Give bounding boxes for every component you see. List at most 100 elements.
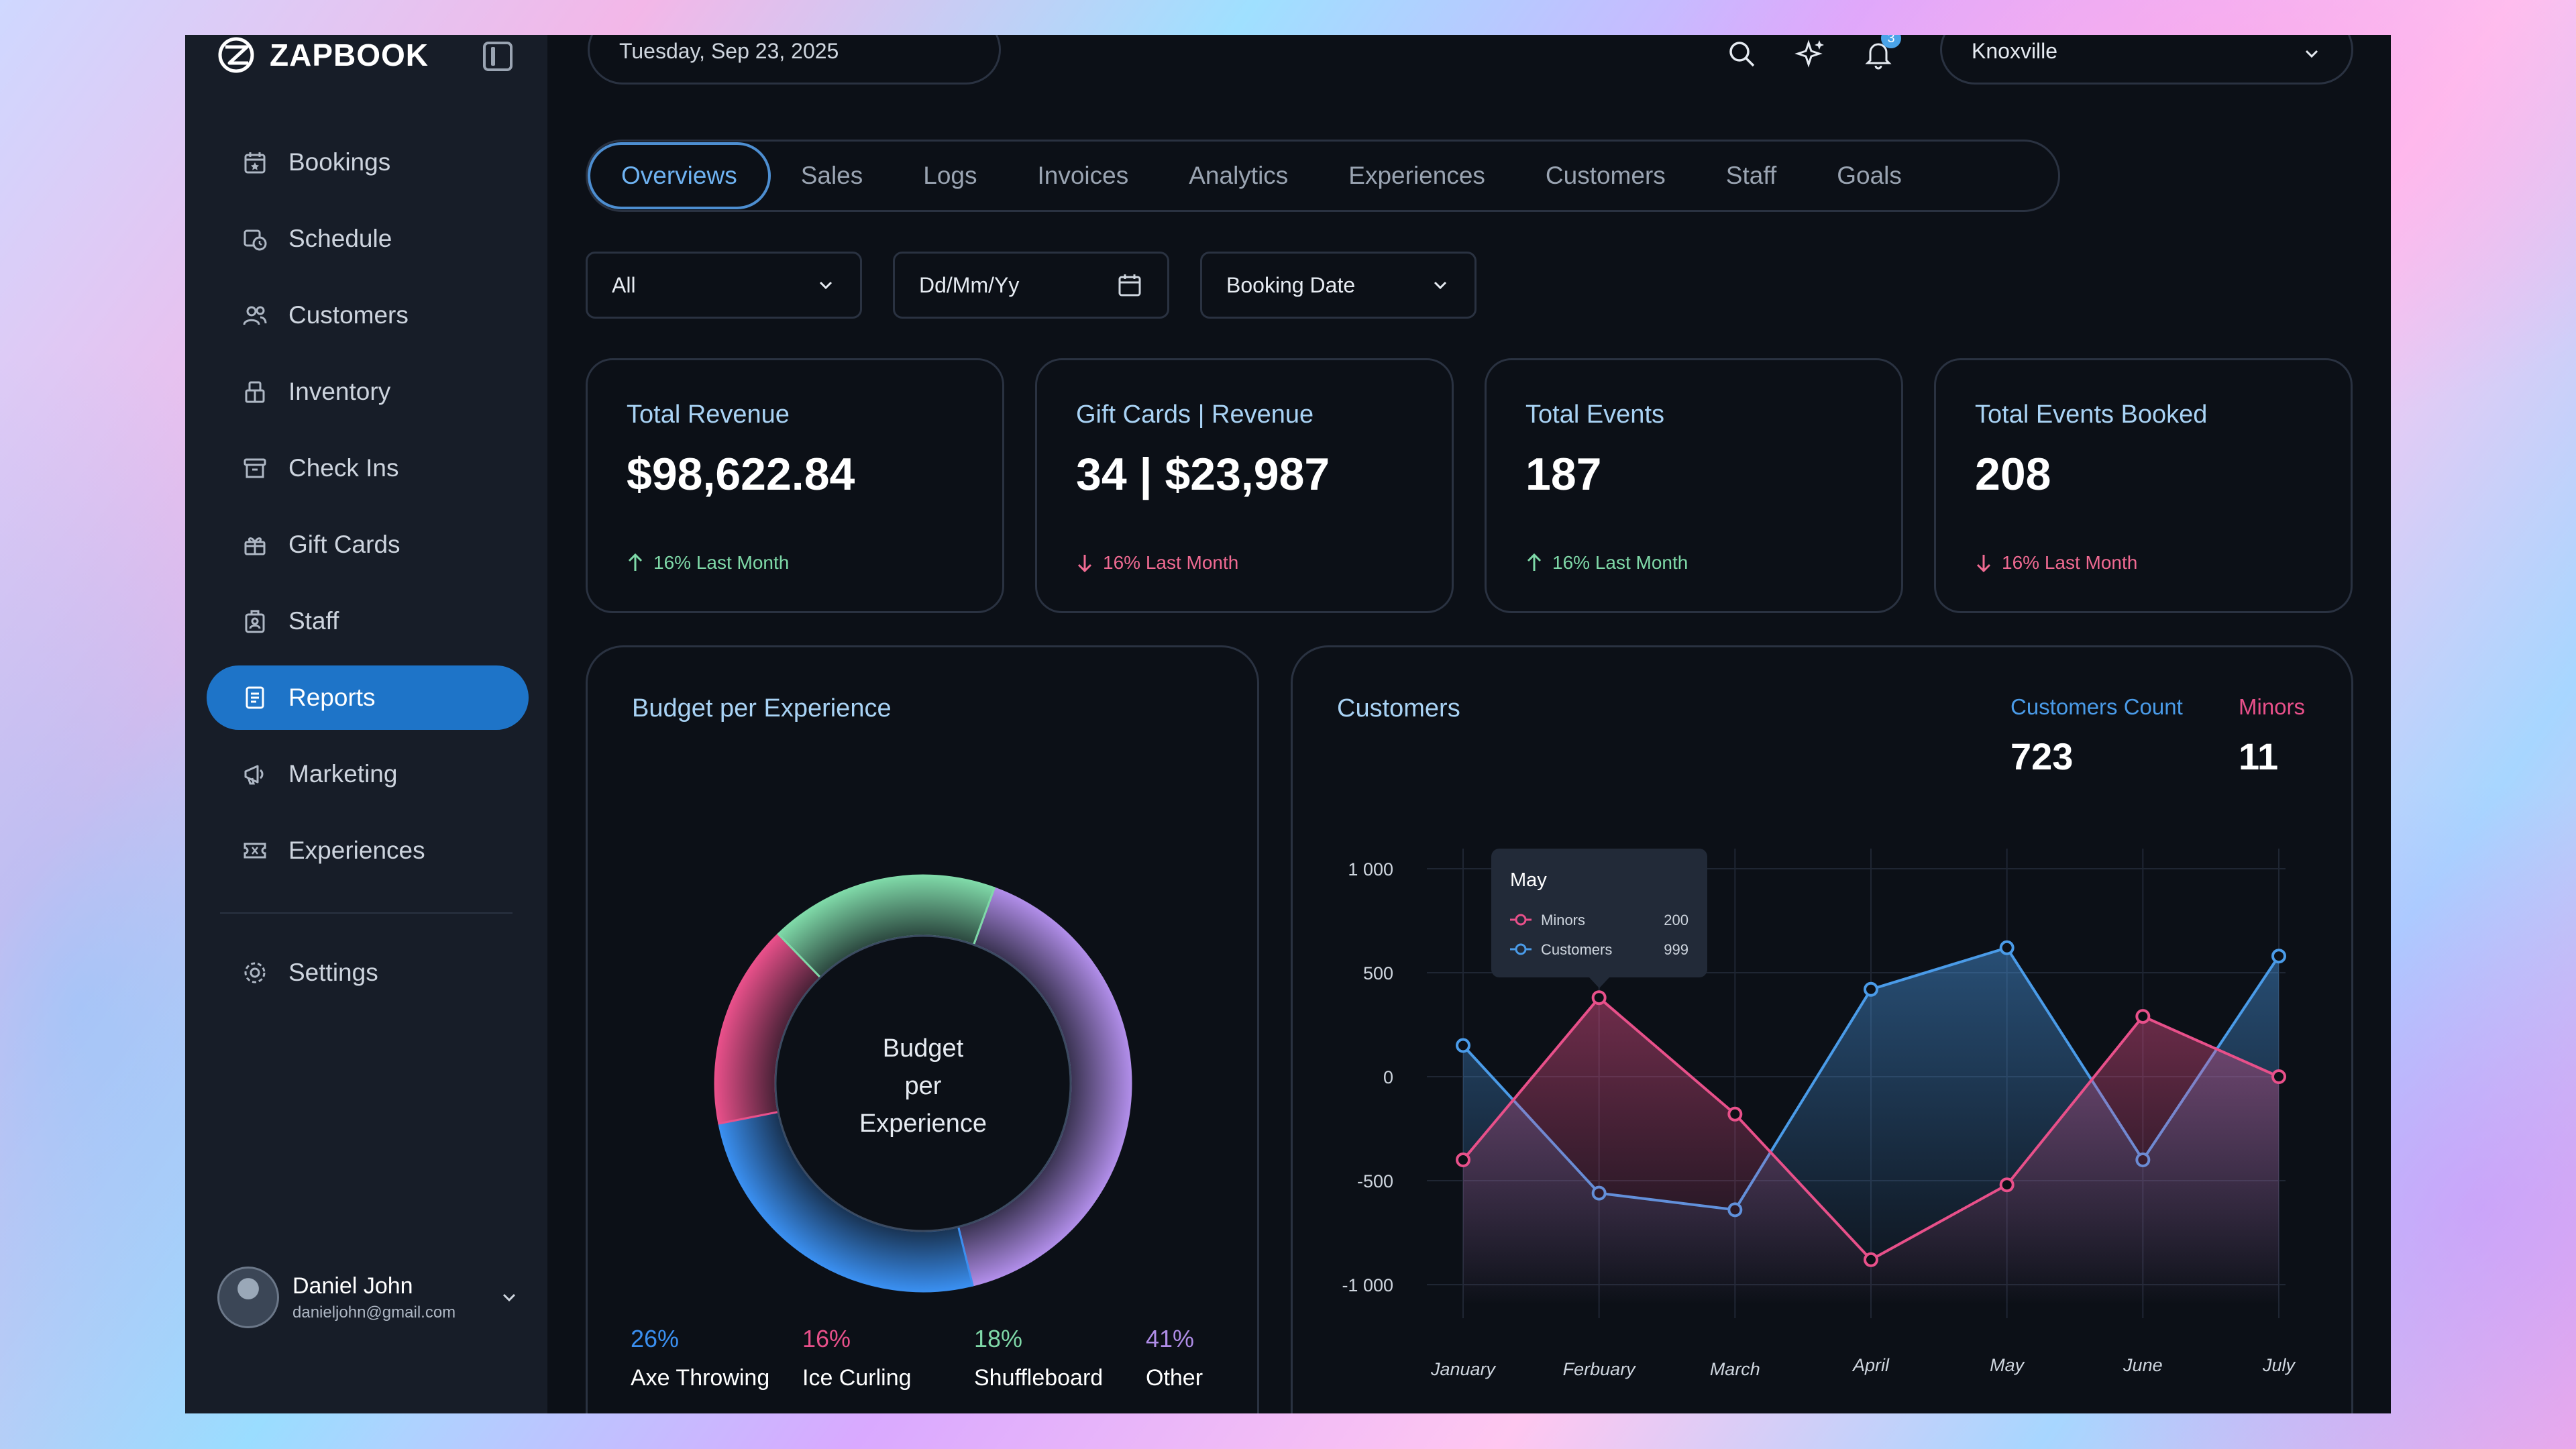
tooltip-swatch-dot xyxy=(1515,943,1527,955)
x-tick-label: June xyxy=(2123,1355,2163,1375)
search-icon[interactable] xyxy=(1725,38,1758,70)
date-text: Tuesday, Sep 23, 2025 xyxy=(619,39,839,63)
legend-item-ice-curling: 16% Ice Curling xyxy=(802,1325,974,1391)
sidebar-item-label: Marketing xyxy=(288,760,398,788)
sidebar-item-experiences[interactable]: Experiences xyxy=(207,818,529,883)
legend-item-axe-throwing: 26% Axe Throwing xyxy=(631,1325,802,1391)
avatar xyxy=(217,1267,279,1328)
tab-invoices[interactable]: Invoices xyxy=(1037,162,1129,189)
donut-center-label: Experience xyxy=(859,1110,987,1138)
sidebar-item-schedule[interactable]: Schedule xyxy=(207,207,529,271)
data-point-customers[interactable] xyxy=(1864,981,1878,997)
data-point-minors[interactable] xyxy=(1999,1177,2015,1193)
sidebar-item-marketing[interactable]: Marketing xyxy=(207,742,529,806)
tab-staff[interactable]: Staff xyxy=(1725,162,1777,189)
sidebar-item-settings[interactable]: Settings xyxy=(207,941,529,1005)
zapbook-logo-icon xyxy=(218,37,254,73)
report-tabs: Overviews Sales Logs Invoices Analytics Exper… xyxy=(586,140,2060,212)
budget-title: Budget per Experience xyxy=(632,694,892,722)
legend-label: Other xyxy=(1146,1365,1203,1391)
bell-icon xyxy=(1865,43,1892,70)
kpi-trend: 16% Last Month xyxy=(1975,552,2137,574)
sidebar-item-inventory[interactable]: Inventory xyxy=(207,360,529,424)
y-tick-label: -500 xyxy=(1357,1171,1393,1191)
megaphone-icon xyxy=(241,761,268,788)
location-select[interactable]: Knoxville xyxy=(1940,35,2353,85)
tab-overviews[interactable]: Overviews xyxy=(588,142,771,209)
data-point-minors[interactable] xyxy=(1591,990,1607,1006)
date-display[interactable]: Tuesday, Sep 23, 2025 xyxy=(588,35,1001,85)
scope-value: All xyxy=(612,272,636,297)
minors-label: Minors xyxy=(2239,694,2306,719)
notification-bell[interactable]: 3 xyxy=(1862,35,1901,70)
sidebar-item-label: Check Ins xyxy=(288,454,399,482)
sidebar-item-gift-cards[interactable]: Gift Cards xyxy=(207,513,529,577)
sidebar-item-staff[interactable]: Staff xyxy=(207,589,529,653)
sidebar-item-customers[interactable]: Customers xyxy=(207,283,529,347)
tab-logs[interactable]: Logs xyxy=(923,162,977,189)
legend-pct: 16% xyxy=(802,1325,851,1352)
data-point-minors[interactable] xyxy=(2271,1069,2286,1084)
arrow-up-icon xyxy=(1527,553,1542,571)
budget-donut-chart: Budget per Experience xyxy=(714,874,1132,1293)
user-name: Daniel John xyxy=(292,1273,413,1299)
calendar-icon[interactable] xyxy=(1116,272,1143,299)
kpi-title: Gift Cards | Revenue xyxy=(1076,400,1314,429)
sort-value: Booking Date xyxy=(1226,272,1356,297)
chevron-down-icon[interactable] xyxy=(499,1287,519,1307)
tab-analytics[interactable]: Analytics xyxy=(1189,162,1289,189)
tab-customers[interactable]: Customers xyxy=(1545,162,1666,189)
location-value: Knoxville xyxy=(1972,39,2058,63)
data-point-customers[interactable] xyxy=(1456,1038,1470,1053)
customers-count-value: 723 xyxy=(2010,735,2074,777)
legend-pct: 26% xyxy=(631,1325,680,1352)
kpi-card-total-revenue: Total Revenue $98,622.84 16% Last Month xyxy=(586,358,1004,613)
customers-panel: Customers Customers Count 723 Minors 11 … xyxy=(1291,645,2353,1413)
sidebar-item-reports[interactable]: Reports xyxy=(207,665,529,730)
date-input[interactable]: Dd/Mm/Yy xyxy=(893,252,1169,319)
kpi-trend: 16% Last Month xyxy=(1525,552,1688,574)
sidebar-item-label: Settings xyxy=(288,959,378,986)
sidebar-item-bookings[interactable]: Bookings xyxy=(207,130,529,195)
tooltip-pointer xyxy=(1589,977,1609,988)
report-icon xyxy=(241,684,268,711)
data-point-minors[interactable] xyxy=(1727,1106,1743,1122)
legend-item-shuffleboard: 18% Shuffleboard xyxy=(974,1325,1146,1391)
legend-pct: 18% xyxy=(974,1325,1023,1352)
customers-count-label: Customers Count xyxy=(2010,694,2183,719)
archive-icon xyxy=(241,455,268,482)
tooltip-box xyxy=(1491,849,1707,977)
logo[interactable]: ZAPBOOK xyxy=(216,35,429,75)
data-point-minors[interactable] xyxy=(1864,1252,1878,1267)
kpi-trend: 16% Last Month xyxy=(1076,552,1238,574)
sidebar-nav: Bookings Schedule Customers Inventory Check … xyxy=(207,130,529,895)
tab-goals[interactable]: Goals xyxy=(1837,162,1902,189)
sidebar-item-label: Experiences xyxy=(288,837,425,864)
data-point-minors[interactable] xyxy=(2135,1009,2151,1024)
kpi-trend-text: 16% Last Month xyxy=(2002,552,2138,573)
chevron-down-icon xyxy=(2305,50,2318,58)
staff-badge-icon xyxy=(241,608,268,635)
y-tick-label: -1 000 xyxy=(1342,1275,1393,1295)
chart-tooltip: May Minors 200 Customers 999 xyxy=(1491,849,1707,988)
gift-icon xyxy=(241,531,268,558)
sparkle-icon[interactable] xyxy=(1794,38,1826,70)
data-point-customers[interactable] xyxy=(2271,949,2286,964)
tab-sales[interactable]: Sales xyxy=(800,162,863,189)
app-name: ZAPBOOK xyxy=(270,38,429,72)
app-window: ZAPBOOK Bookings Schedule Customers Invento… xyxy=(185,35,2391,1413)
kpi-title: Total Events xyxy=(1525,400,1664,429)
kpi-title: Total Events Booked xyxy=(1975,400,2208,429)
kpi-trend-text: 16% Last Month xyxy=(653,552,790,573)
data-point-minors[interactable] xyxy=(1456,1152,1470,1167)
tab-experiences[interactable]: Experiences xyxy=(1348,162,1485,189)
sidebar-collapse-icon[interactable] xyxy=(483,42,513,71)
scope-select[interactable]: All xyxy=(586,252,862,319)
data-point-customers[interactable] xyxy=(1999,940,2015,955)
legend-item-other: 41% Other xyxy=(1146,1325,1318,1391)
kpi-trend-text: 16% Last Month xyxy=(1552,552,1688,573)
user-profile[interactable]: Daniel John danieljohn@gmail.com xyxy=(217,1264,519,1331)
sidebar-item-check-ins[interactable]: Check Ins xyxy=(207,436,529,500)
date-placeholder: Dd/Mm/Yy xyxy=(919,272,1020,297)
sort-select[interactable]: Booking Date xyxy=(1200,252,1477,319)
